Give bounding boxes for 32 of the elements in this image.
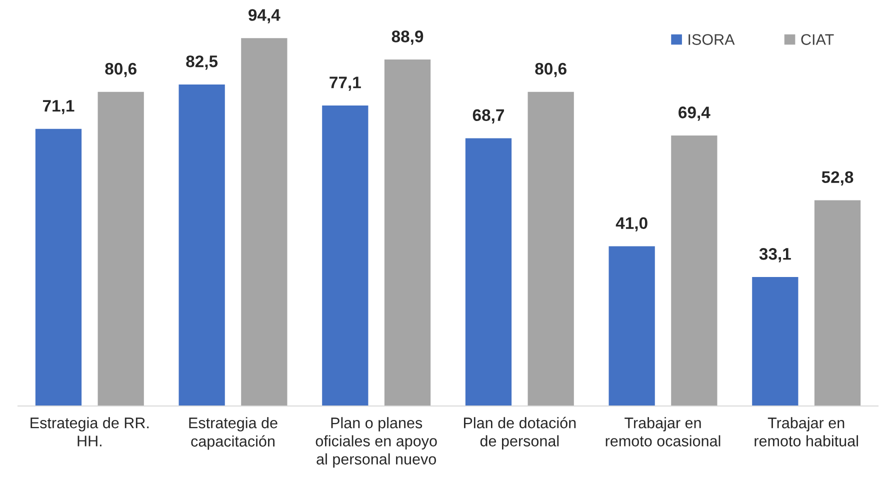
x-tick-label: Plan de dotación de personal <box>464 416 576 450</box>
x-tick-label: Trabajar en remoto ocasional <box>606 417 720 446</box>
bar <box>178 84 225 406</box>
bar <box>814 200 861 406</box>
bar <box>241 38 288 406</box>
data-label: 68,7 <box>472 109 504 124</box>
bar <box>671 136 718 406</box>
x-tick-label: Estrategia de capacitación <box>189 417 278 450</box>
data-label: 88,9 <box>392 30 424 45</box>
bar <box>608 246 655 406</box>
data-label: 80,6 <box>105 62 136 78</box>
data-label: 80,6 <box>535 62 566 78</box>
data-label: 33,1 <box>759 248 791 262</box>
data-label: 41,0 <box>616 217 648 232</box>
x-tick-label: Estrategia de RR. HH. <box>30 417 149 446</box>
data-label: 77,1 <box>330 76 361 91</box>
bar <box>752 276 798 406</box>
x-tick-label: Trabajar en remoto habitual <box>754 417 858 446</box>
data-label: 82,5 <box>186 55 218 70</box>
bar <box>35 128 82 406</box>
bar <box>384 60 431 406</box>
bar <box>322 106 368 406</box>
data-label: 94,4 <box>248 9 280 24</box>
x-tick-label: Plan o planes oficiales en apoyo al personal nuevo <box>316 417 437 468</box>
legend-label: CIAT <box>801 34 834 45</box>
data-label: 52,8 <box>822 171 854 186</box>
bar <box>528 92 574 406</box>
data-label: 69,4 <box>678 106 710 121</box>
legend-label: ISORA <box>688 34 735 45</box>
data-label: 71,1 <box>42 100 74 114</box>
bar <box>465 138 512 406</box>
bar <box>98 92 144 406</box>
